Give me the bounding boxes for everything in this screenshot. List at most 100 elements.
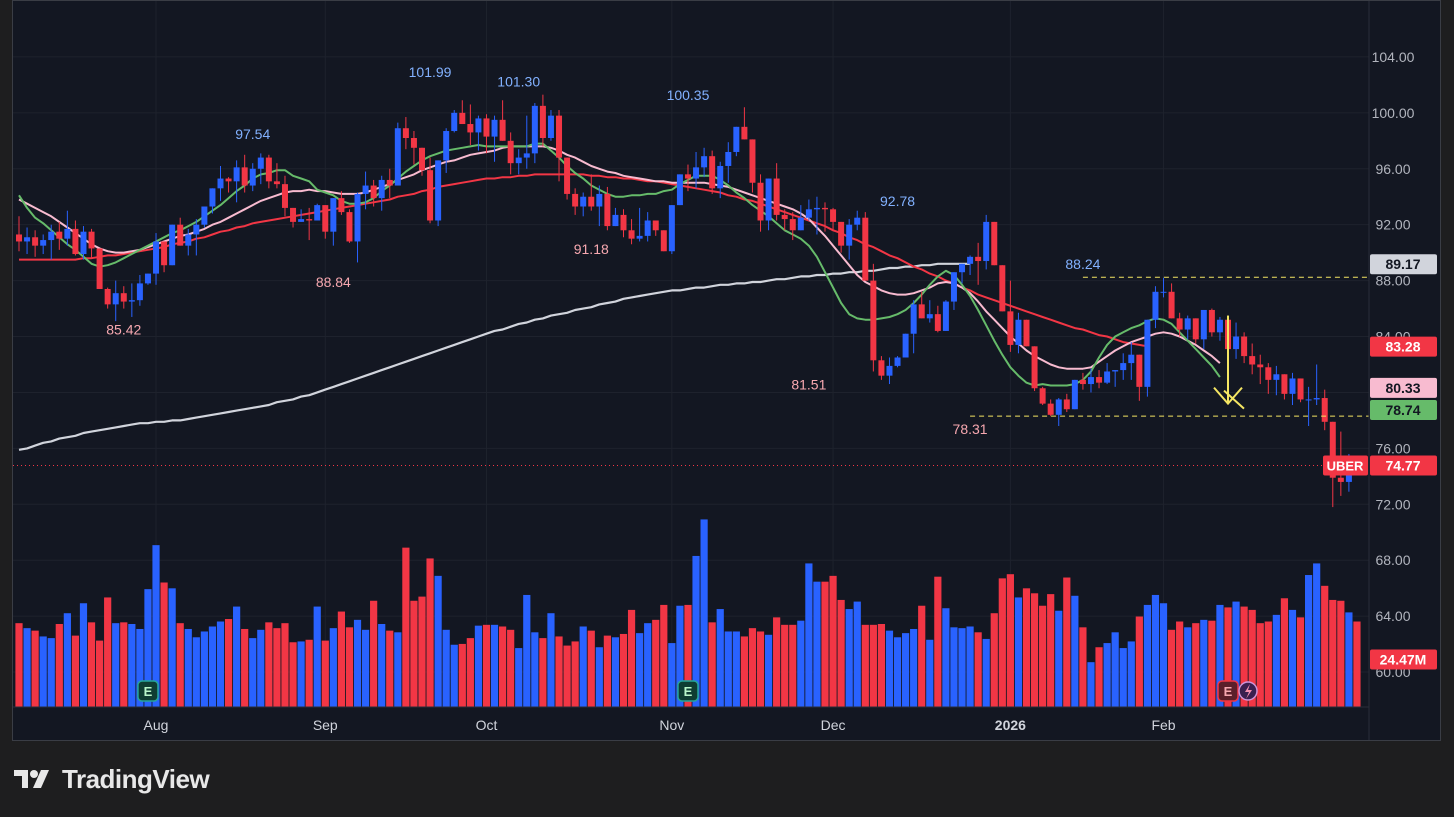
- candle-body: [120, 293, 127, 302]
- candle: [56, 221, 63, 250]
- candlestick-chart[interactable]: 85.42 97.54 88.84 101.99 101.30 91.18 100.35 81…: [13, 1, 1441, 741]
- volume-bar: [144, 589, 152, 707]
- candle-body: [56, 231, 63, 239]
- candle: [169, 224, 176, 266]
- candle-body: [177, 224, 184, 246]
- candle: [491, 115, 498, 162]
- volume-bar: [490, 624, 499, 707]
- volume-bar: [329, 628, 337, 707]
- candle: [515, 149, 522, 175]
- volume-bar: [523, 594, 531, 707]
- tradingview-logo-icon[interactable]: [14, 768, 54, 790]
- candle: [394, 122, 401, 186]
- volume-bar: [112, 623, 120, 707]
- time-axis-tick: Sep: [313, 717, 338, 733]
- price-annotation: 85.42: [106, 322, 141, 338]
- price-label-bg: [1370, 377, 1437, 398]
- candle: [556, 110, 563, 182]
- price-axis-tick: 96.00: [1375, 161, 1410, 177]
- candle: [1079, 372, 1086, 390]
- candle-body: [1104, 371, 1111, 383]
- candle-body: [942, 301, 949, 331]
- candle-body: [1071, 379, 1078, 410]
- candle-body: [886, 365, 893, 376]
- price-axis-tick: 92.00: [1375, 217, 1410, 233]
- candle: [822, 202, 828, 232]
- volume-bar: [1192, 623, 1200, 707]
- candle: [846, 219, 853, 260]
- candle: [1096, 370, 1103, 389]
- candle-body: [926, 314, 933, 319]
- candle: [572, 188, 579, 215]
- candle: [40, 234, 47, 255]
- candle: [725, 142, 732, 183]
- candle: [612, 207, 619, 227]
- candle-body: [209, 188, 216, 207]
- ticker-label-bg: [1323, 455, 1368, 476]
- candle-body: [1055, 399, 1062, 415]
- chart-frame[interactable]: 85.42 97.54 88.84 101.99 101.30 91.18 100.35 81…: [12, 0, 1441, 741]
- price-axis-label: 80.33: [1370, 377, 1437, 398]
- volume-bar: [732, 631, 740, 707]
- candle-body: [410, 138, 417, 148]
- volume-bar: [257, 629, 265, 707]
- candle: [120, 286, 127, 309]
- candle: [886, 357, 893, 385]
- price-label-bg: [1370, 400, 1437, 421]
- candle: [628, 219, 635, 245]
- volume-bar: [764, 634, 773, 707]
- candle-body: [564, 157, 571, 194]
- candle: [459, 100, 466, 125]
- candle: [1128, 342, 1135, 380]
- candle-body: [1241, 336, 1248, 357]
- candle-body: [1233, 336, 1240, 350]
- volume-bar: [1111, 632, 1119, 707]
- candle: [596, 185, 603, 227]
- candle: [507, 132, 514, 175]
- candle: [878, 356, 885, 380]
- volume-bar: [990, 613, 998, 707]
- candle: [523, 115, 530, 169]
- candle: [1144, 319, 1151, 397]
- candle-body: [580, 196, 587, 207]
- candle-body: [330, 198, 337, 232]
- volume-bar: [15, 623, 23, 707]
- candle: [402, 117, 409, 150]
- candle-body: [1281, 374, 1288, 394]
- candle: [531, 103, 538, 164]
- candle: [362, 171, 369, 210]
- volume-bar: [402, 547, 410, 707]
- candle: [910, 300, 917, 354]
- candle-body: [1329, 421, 1336, 478]
- candle: [701, 147, 708, 178]
- candle: [636, 207, 643, 242]
- candle: [88, 228, 95, 259]
- volume-bar: [71, 635, 80, 707]
- volume-bar: [426, 558, 434, 707]
- candle-body: [1337, 477, 1344, 482]
- candle: [765, 178, 772, 231]
- candle: [870, 263, 877, 372]
- volume-bar: [893, 637, 902, 707]
- candle-body: [1047, 403, 1054, 415]
- volume-bar: [595, 647, 603, 707]
- price-annotation: 81.51: [791, 376, 826, 392]
- volume-bar: [676, 605, 684, 707]
- candle-body: [773, 178, 780, 215]
- candle-body: [314, 205, 321, 221]
- candle: [942, 300, 949, 331]
- candle-body: [983, 221, 990, 262]
- volume-bar: [418, 596, 426, 707]
- candle: [741, 107, 748, 140]
- candle: [684, 164, 691, 192]
- candle: [1168, 283, 1175, 319]
- candle: [177, 217, 184, 246]
- tradingview-brand[interactable]: TradingView: [62, 763, 210, 794]
- candle: [1176, 312, 1183, 337]
- volume-bar: [321, 640, 329, 707]
- candle: [797, 205, 804, 231]
- candle: [789, 212, 796, 241]
- volume-bar: [531, 632, 539, 707]
- volume-bar: [902, 633, 910, 707]
- volume-bar: [789, 624, 797, 707]
